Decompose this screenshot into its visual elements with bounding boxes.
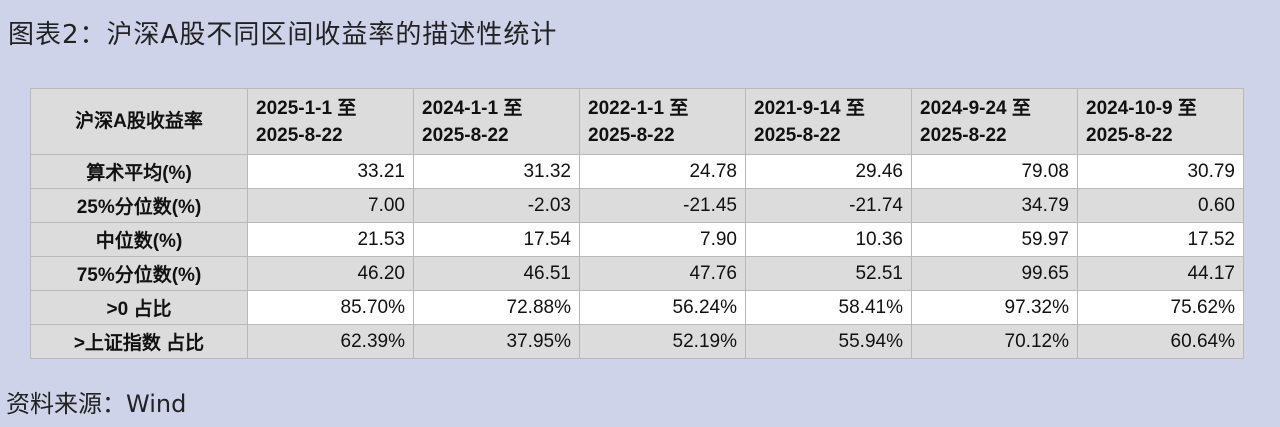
row-label: 25%分位数(%) bbox=[30, 188, 248, 223]
value-cell: 52.51 bbox=[745, 256, 912, 291]
row-label: 中位数(%) bbox=[30, 222, 248, 257]
column-header: 2024-9-24 至 2025-8-22 bbox=[911, 88, 1078, 155]
column-header: 2024-1-1 至 2025-8-22 bbox=[413, 88, 580, 155]
header-line: 2025-8-22 bbox=[588, 124, 675, 146]
row-label: >0 占比 bbox=[30, 290, 248, 325]
header-line: 2025-8-22 bbox=[256, 124, 343, 146]
header-line: 2024-10-9 至 bbox=[1086, 97, 1197, 119]
value-cell: 55.94% bbox=[745, 324, 912, 359]
value-cell: 30.79 bbox=[1077, 154, 1244, 189]
title: 图表2：沪深A股不同区间收益率的描述性统计 bbox=[8, 20, 558, 50]
value-cell: 21.53 bbox=[247, 222, 414, 257]
value-cell: 29.46 bbox=[745, 154, 912, 189]
table-body: 算术平均(%) 33.21 31.32 24.78 29.46 79.08 30.79 25%… bbox=[30, 154, 1244, 359]
table-row: >上证指数 占比 62.39% 37.95% 52.19% 55.94% 70.12% 60… bbox=[30, 324, 1244, 359]
value-cell: 60.64% bbox=[1077, 324, 1244, 359]
row-label: 75%分位数(%) bbox=[30, 256, 248, 291]
column-header: 2024-10-9 至 2025-8-22 bbox=[1077, 88, 1244, 155]
value-cell: 7.90 bbox=[579, 222, 746, 257]
value-cell: 72.88% bbox=[413, 290, 580, 325]
corner-header: 沪深A股收益率 bbox=[30, 88, 248, 155]
table-row: 75%分位数(%) 46.20 46.51 47.76 52.51 99.65 44.17 bbox=[30, 256, 1244, 291]
value-cell: 79.08 bbox=[911, 154, 1078, 189]
header-line: 2024-1-1 至 bbox=[422, 97, 523, 119]
value-cell: 47.76 bbox=[579, 256, 746, 291]
stats-table: 沪深A股收益率 2025-1-1 至 2025-8-22 2024-1-1 至 2025… bbox=[30, 88, 1244, 359]
column-header: 2021-9-14 至 2025-8-22 bbox=[745, 88, 912, 155]
value-cell: -21.45 bbox=[579, 188, 746, 223]
value-cell: 17.54 bbox=[413, 222, 580, 257]
header-line: 2024-9-24 至 bbox=[920, 97, 1031, 119]
header-line: 2025-8-22 bbox=[1086, 124, 1173, 146]
value-cell: 75.62% bbox=[1077, 290, 1244, 325]
table-row: 算术平均(%) 33.21 31.32 24.78 29.46 79.08 30.79 bbox=[30, 154, 1244, 189]
header-line: 2025-8-22 bbox=[422, 124, 509, 146]
value-cell: 62.39% bbox=[247, 324, 414, 359]
table-row: 25%分位数(%) 7.00 -2.03 -21.45 -21.74 34.79 0.60 bbox=[30, 188, 1244, 223]
header-line: 2021-9-14 至 bbox=[754, 97, 865, 119]
value-cell: 37.95% bbox=[413, 324, 580, 359]
value-cell: 31.32 bbox=[413, 154, 580, 189]
value-cell: 44.17 bbox=[1077, 256, 1244, 291]
value-cell: 56.24% bbox=[579, 290, 746, 325]
value-cell: 0.60 bbox=[1077, 188, 1244, 223]
header-line: 2025-8-22 bbox=[754, 124, 841, 146]
row-label: 算术平均(%) bbox=[30, 154, 248, 189]
header-line: 2025-1-1 至 bbox=[256, 97, 357, 119]
table-row: >0 占比 85.70% 72.88% 56.24% 58.41% 97.32% 75.62… bbox=[30, 290, 1244, 325]
value-cell: 59.97 bbox=[911, 222, 1078, 257]
value-cell: 85.70% bbox=[247, 290, 414, 325]
value-cell: 17.52 bbox=[1077, 222, 1244, 257]
value-cell: 33.21 bbox=[247, 154, 414, 189]
value-cell: 34.79 bbox=[911, 188, 1078, 223]
value-cell: 70.12% bbox=[911, 324, 1078, 359]
value-cell: 24.78 bbox=[579, 154, 746, 189]
value-cell: 7.00 bbox=[247, 188, 414, 223]
value-cell: 52.19% bbox=[579, 324, 746, 359]
value-cell: 10.36 bbox=[745, 222, 912, 257]
row-label: >上证指数 占比 bbox=[30, 324, 248, 359]
header-line: 2022-1-1 至 bbox=[588, 97, 689, 119]
value-cell: 46.20 bbox=[247, 256, 414, 291]
table-row: 中位数(%) 21.53 17.54 7.90 10.36 59.97 17.52 bbox=[30, 222, 1244, 257]
column-header: 2022-1-1 至 2025-8-22 bbox=[579, 88, 746, 155]
value-cell: 58.41% bbox=[745, 290, 912, 325]
value-cell: 46.51 bbox=[413, 256, 580, 291]
value-cell: -21.74 bbox=[745, 188, 912, 223]
header-line: 2025-8-22 bbox=[920, 124, 1007, 146]
column-header: 2025-1-1 至 2025-8-22 bbox=[247, 88, 414, 155]
header-row: 沪深A股收益率 2025-1-1 至 2025-8-22 2024-1-1 至 2025… bbox=[30, 88, 1244, 155]
value-cell: -2.03 bbox=[413, 188, 580, 223]
value-cell: 97.32% bbox=[911, 290, 1078, 325]
source: 资料来源：Wind bbox=[6, 390, 187, 418]
value-cell: 99.65 bbox=[911, 256, 1078, 291]
